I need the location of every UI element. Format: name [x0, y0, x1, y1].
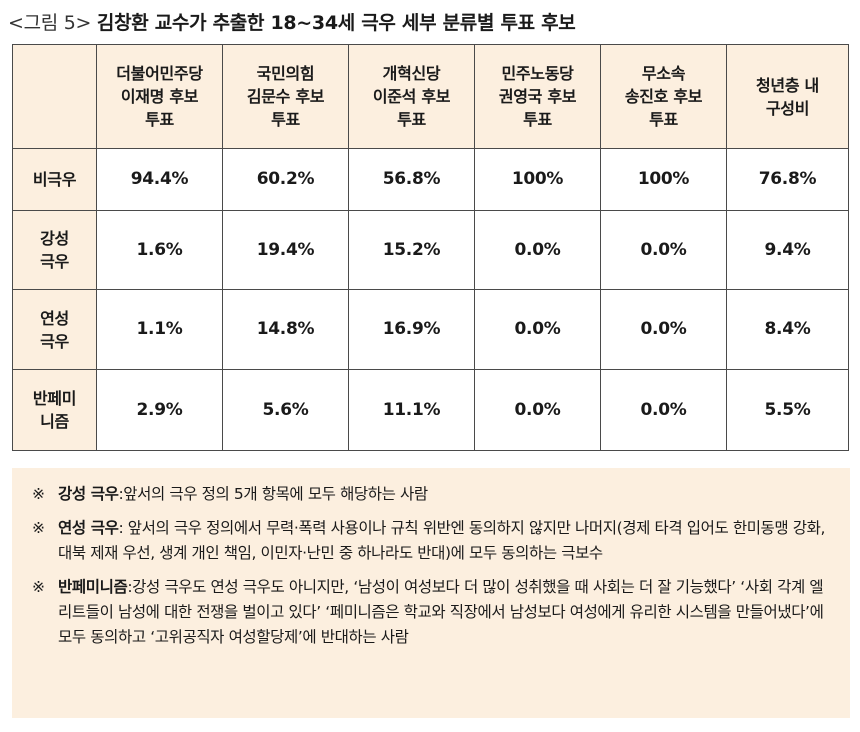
table-cell: 19.4%	[222, 210, 349, 290]
table-cell: 5.5%	[726, 369, 849, 451]
table-cell: 2.9%	[96, 369, 223, 451]
table-cell: 1.1%	[96, 289, 223, 370]
note-hard-right: ※ 강성 극우:앞서의 극우 정의 5개 항목에 모두 해당하는 사람	[32, 482, 836, 507]
note-text: : 앞서의 극우 정의에서 무력·폭력 사용이나 규칙 위반엔 동의하지 않지만…	[58, 519, 826, 562]
table-header-row: 더불어민주당 이재명 후보 투표 국민의힘 김문수 후보 투표 개혁신당 이준석 후보 투표…	[12, 44, 849, 149]
figure-title: <그림 5> 김창환 교수가 추출한 18~34세 극우 세부 분류별 투표 후…	[8, 8, 576, 38]
definitions-note-box: ※ 강성 극우:앞서의 극우 정의 5개 항목에 모두 해당하는 사람 ※ 연성…	[12, 468, 850, 718]
note-text: :강성 극우도 연성 극우도 아니지만, ‘남성이 여성보다 더 많이 성취했을…	[58, 578, 824, 646]
table-cell: 0.0%	[600, 210, 727, 290]
table-cell: 1.6%	[96, 210, 223, 290]
table-row: 강성 극우 1.6% 19.4% 15.2% 0.0% 0.0% 9.4%	[12, 210, 849, 290]
table-cell: 14.8%	[222, 289, 349, 370]
column-header: 무소속 송진호 후보 투표	[600, 44, 727, 149]
table-row: 반페미 니즘 2.9% 5.6% 11.1% 0.0% 0.0% 5.5%	[12, 369, 849, 451]
table-row: 비극우 94.4% 60.2% 56.8% 100% 100% 76.8%	[12, 148, 849, 211]
table-cell: 0.0%	[474, 369, 601, 451]
column-header: 개혁신당 이준석 후보 투표	[348, 44, 475, 149]
table-cell: 11.1%	[348, 369, 475, 451]
note-anti-feminism: ※ 반페미니즘:강성 극우도 연성 극우도 아니지만, ‘남성이 여성보다 더 …	[32, 575, 836, 650]
table-cell: 9.4%	[726, 210, 849, 290]
figure-label: <그림 5>	[8, 12, 92, 34]
note-text: :앞서의 극우 정의 5개 항목에 모두 해당하는 사람	[118, 485, 428, 503]
row-header: 반페미 니즘	[12, 369, 97, 451]
row-header: 연성 극우	[12, 289, 97, 370]
table-cell: 76.8%	[726, 148, 849, 211]
note-term: 강성 극우	[58, 485, 119, 503]
row-header: 강성 극우	[12, 210, 97, 290]
table-row: 연성 극우 1.1% 14.8% 16.9% 0.0% 0.0% 8.4%	[12, 289, 849, 370]
table-cell: 100%	[600, 148, 727, 211]
reference-mark: ※	[32, 519, 45, 537]
note-body: 강성 극우:앞서의 극우 정의 5개 항목에 모두 해당하는 사람	[58, 482, 836, 507]
figure-title-text: 김창환 교수가 추출한 18~34세 극우 세부 분류별 투표 후보	[96, 12, 576, 34]
table-corner-cell	[12, 44, 97, 149]
table-cell: 5.6%	[222, 369, 349, 451]
table-cell: 94.4%	[96, 148, 223, 211]
column-header: 청년층 내 구성비	[726, 44, 849, 149]
column-header: 더불어민주당 이재명 후보 투표	[96, 44, 223, 149]
table-cell: 100%	[474, 148, 601, 211]
note-body: 반페미니즘:강성 극우도 연성 극우도 아니지만, ‘남성이 여성보다 더 많이…	[58, 575, 836, 650]
row-header: 비극우	[12, 148, 97, 211]
table-cell: 60.2%	[222, 148, 349, 211]
table-cell: 0.0%	[474, 289, 601, 370]
note-term: 연성 극우	[58, 519, 119, 537]
vote-table: 더불어민주당 이재명 후보 투표 국민의힘 김문수 후보 투표 개혁신당 이준석 후보 투표…	[12, 44, 849, 451]
table-cell: 56.8%	[348, 148, 475, 211]
column-header: 민주노동당 권영국 후보 투표	[474, 44, 601, 149]
table-cell: 0.0%	[474, 210, 601, 290]
column-header: 국민의힘 김문수 후보 투표	[222, 44, 349, 149]
table-cell: 0.0%	[600, 289, 727, 370]
reference-mark: ※	[32, 578, 45, 596]
table-cell: 15.2%	[348, 210, 475, 290]
table-cell: 16.9%	[348, 289, 475, 370]
note-body: 연성 극우: 앞서의 극우 정의에서 무력·폭력 사용이나 규칙 위반엔 동의하…	[58, 516, 836, 566]
note-term: 반페미니즘	[58, 578, 128, 596]
reference-mark: ※	[32, 485, 45, 503]
table-cell: 0.0%	[600, 369, 727, 451]
table-cell: 8.4%	[726, 289, 849, 370]
note-soft-right: ※ 연성 극우: 앞서의 극우 정의에서 무력·폭력 사용이나 규칙 위반엔 동…	[32, 516, 836, 566]
